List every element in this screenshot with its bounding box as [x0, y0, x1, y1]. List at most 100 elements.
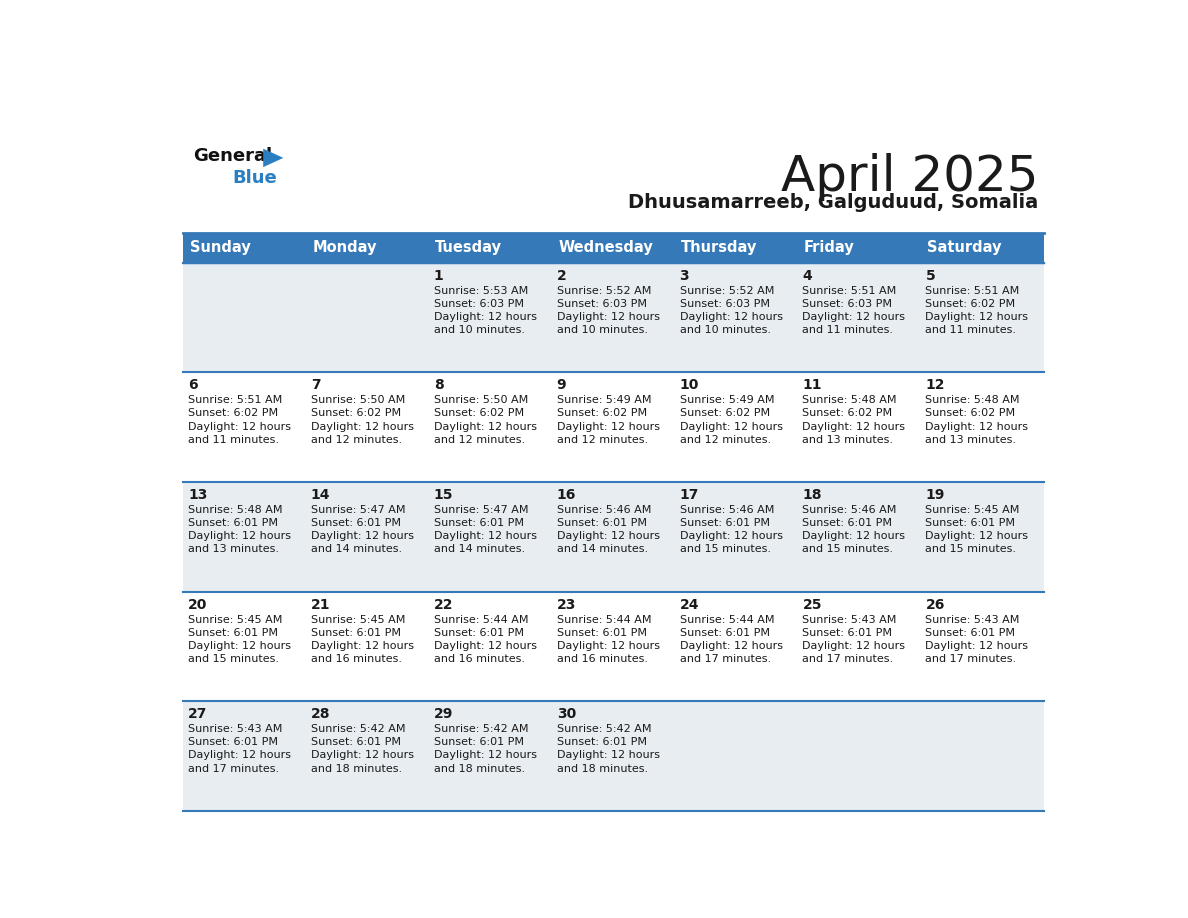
Text: Daylight: 12 hours: Daylight: 12 hours	[434, 641, 537, 651]
Text: Sunset: 6:02 PM: Sunset: 6:02 PM	[802, 409, 892, 419]
Text: Daylight: 12 hours: Daylight: 12 hours	[188, 641, 291, 651]
Text: Sunset: 6:03 PM: Sunset: 6:03 PM	[434, 299, 524, 308]
Text: Sunrise: 5:52 AM: Sunrise: 5:52 AM	[680, 285, 773, 296]
Text: and 15 minutes.: and 15 minutes.	[188, 654, 279, 664]
Text: and 16 minutes.: and 16 minutes.	[311, 654, 402, 664]
Text: General: General	[194, 147, 272, 165]
Text: 27: 27	[188, 708, 208, 722]
Text: 10: 10	[680, 378, 699, 392]
Text: Sunrise: 5:45 AM: Sunrise: 5:45 AM	[925, 505, 1019, 515]
Text: and 12 minutes.: and 12 minutes.	[557, 434, 647, 444]
Bar	[552, 233, 675, 263]
Text: 6: 6	[188, 378, 197, 392]
Text: 24: 24	[680, 598, 699, 611]
Text: Sunset: 6:01 PM: Sunset: 6:01 PM	[557, 737, 646, 747]
Bar	[183, 591, 1043, 701]
Text: and 11 minutes.: and 11 minutes.	[802, 325, 893, 335]
Text: and 17 minutes.: and 17 minutes.	[188, 764, 279, 774]
Text: Saturday: Saturday	[927, 241, 1001, 255]
Text: and 12 minutes.: and 12 minutes.	[311, 434, 402, 444]
Text: Sunset: 6:01 PM: Sunset: 6:01 PM	[188, 628, 278, 638]
Text: Daylight: 12 hours: Daylight: 12 hours	[311, 641, 413, 651]
Text: Sunset: 6:01 PM: Sunset: 6:01 PM	[188, 737, 278, 747]
Text: 26: 26	[925, 598, 944, 611]
Bar	[307, 233, 429, 263]
Text: Sunrise: 5:46 AM: Sunrise: 5:46 AM	[557, 505, 651, 515]
Text: Daylight: 12 hours: Daylight: 12 hours	[188, 751, 291, 760]
Text: Sunrise: 5:50 AM: Sunrise: 5:50 AM	[434, 396, 527, 406]
Text: Daylight: 12 hours: Daylight: 12 hours	[802, 532, 905, 542]
Text: and 17 minutes.: and 17 minutes.	[925, 654, 1017, 664]
Text: Sunrise: 5:46 AM: Sunrise: 5:46 AM	[680, 505, 773, 515]
Text: Sunrise: 5:43 AM: Sunrise: 5:43 AM	[925, 615, 1019, 624]
Text: Wednesday: Wednesday	[558, 241, 653, 255]
Text: Tuesday: Tuesday	[435, 241, 503, 255]
Text: Daylight: 12 hours: Daylight: 12 hours	[557, 421, 659, 431]
Text: Sunrise: 5:49 AM: Sunrise: 5:49 AM	[680, 396, 775, 406]
Text: Sunset: 6:02 PM: Sunset: 6:02 PM	[925, 409, 1016, 419]
Text: Sunset: 6:01 PM: Sunset: 6:01 PM	[925, 628, 1016, 638]
Text: and 11 minutes.: and 11 minutes.	[188, 434, 279, 444]
Text: and 13 minutes.: and 13 minutes.	[188, 544, 279, 554]
Text: Sunrise: 5:51 AM: Sunrise: 5:51 AM	[802, 285, 897, 296]
Text: 18: 18	[802, 488, 822, 502]
Text: 13: 13	[188, 488, 208, 502]
Text: Daylight: 12 hours: Daylight: 12 hours	[925, 641, 1029, 651]
Text: and 15 minutes.: and 15 minutes.	[680, 544, 771, 554]
Text: and 18 minutes.: and 18 minutes.	[311, 764, 402, 774]
Text: and 14 minutes.: and 14 minutes.	[434, 544, 525, 554]
Bar	[921, 233, 1043, 263]
Text: and 18 minutes.: and 18 minutes.	[557, 764, 647, 774]
Text: Sunrise: 5:47 AM: Sunrise: 5:47 AM	[311, 505, 405, 515]
Text: 29: 29	[434, 708, 453, 722]
Text: Sunset: 6:01 PM: Sunset: 6:01 PM	[802, 628, 892, 638]
Text: Daylight: 12 hours: Daylight: 12 hours	[680, 312, 783, 322]
Text: and 16 minutes.: and 16 minutes.	[557, 654, 647, 664]
Text: and 14 minutes.: and 14 minutes.	[557, 544, 647, 554]
Text: Sunrise: 5:43 AM: Sunrise: 5:43 AM	[188, 724, 283, 734]
Text: Sunset: 6:01 PM: Sunset: 6:01 PM	[680, 628, 770, 638]
Text: 23: 23	[557, 598, 576, 611]
Text: 11: 11	[802, 378, 822, 392]
Text: and 17 minutes.: and 17 minutes.	[802, 654, 893, 664]
Text: Daylight: 12 hours: Daylight: 12 hours	[188, 421, 291, 431]
Bar	[183, 233, 307, 263]
Text: and 12 minutes.: and 12 minutes.	[680, 434, 771, 444]
Text: Sunrise: 5:42 AM: Sunrise: 5:42 AM	[311, 724, 405, 734]
Text: Daylight: 12 hours: Daylight: 12 hours	[557, 641, 659, 651]
Text: Sunrise: 5:50 AM: Sunrise: 5:50 AM	[311, 396, 405, 406]
Text: Daylight: 12 hours: Daylight: 12 hours	[188, 532, 291, 542]
Text: Daylight: 12 hours: Daylight: 12 hours	[680, 532, 783, 542]
Text: Sunset: 6:02 PM: Sunset: 6:02 PM	[188, 409, 278, 419]
Text: Daylight: 12 hours: Daylight: 12 hours	[557, 751, 659, 760]
Text: 15: 15	[434, 488, 454, 502]
Text: Sunset: 6:01 PM: Sunset: 6:01 PM	[311, 737, 400, 747]
Text: Sunset: 6:02 PM: Sunset: 6:02 PM	[557, 409, 646, 419]
Text: Sunset: 6:01 PM: Sunset: 6:01 PM	[434, 518, 524, 528]
Text: Dhuusamarreeb, Galguduud, Somalia: Dhuusamarreeb, Galguduud, Somalia	[628, 194, 1038, 212]
Text: Sunset: 6:01 PM: Sunset: 6:01 PM	[188, 518, 278, 528]
Text: Daylight: 12 hours: Daylight: 12 hours	[311, 421, 413, 431]
Text: Sunset: 6:03 PM: Sunset: 6:03 PM	[802, 299, 892, 308]
Text: and 11 minutes.: and 11 minutes.	[925, 325, 1017, 335]
Text: Sunrise: 5:44 AM: Sunrise: 5:44 AM	[557, 615, 651, 624]
Text: Sunrise: 5:46 AM: Sunrise: 5:46 AM	[802, 505, 897, 515]
Text: 4: 4	[802, 269, 813, 283]
Text: 16: 16	[557, 488, 576, 502]
Text: Daylight: 12 hours: Daylight: 12 hours	[925, 312, 1029, 322]
Text: Sunrise: 5:52 AM: Sunrise: 5:52 AM	[557, 285, 651, 296]
Text: Sunrise: 5:45 AM: Sunrise: 5:45 AM	[188, 615, 283, 624]
Bar	[183, 373, 1043, 482]
Text: and 10 minutes.: and 10 minutes.	[557, 325, 647, 335]
Text: Daylight: 12 hours: Daylight: 12 hours	[925, 421, 1029, 431]
Text: Sunrise: 5:48 AM: Sunrise: 5:48 AM	[188, 505, 283, 515]
Text: Sunrise: 5:51 AM: Sunrise: 5:51 AM	[925, 285, 1019, 296]
Text: Daylight: 12 hours: Daylight: 12 hours	[925, 532, 1029, 542]
Text: and 14 minutes.: and 14 minutes.	[311, 544, 402, 554]
Text: and 18 minutes.: and 18 minutes.	[434, 764, 525, 774]
Text: Daylight: 12 hours: Daylight: 12 hours	[557, 532, 659, 542]
Bar	[798, 233, 921, 263]
Text: and 15 minutes.: and 15 minutes.	[802, 544, 893, 554]
Text: Sunrise: 5:43 AM: Sunrise: 5:43 AM	[802, 615, 897, 624]
Text: Daylight: 12 hours: Daylight: 12 hours	[802, 421, 905, 431]
